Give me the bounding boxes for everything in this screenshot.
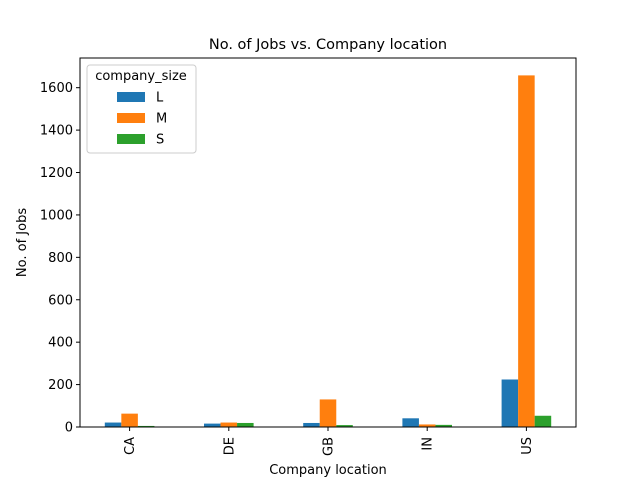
x-tick-label: US bbox=[520, 437, 535, 455]
plot-frame bbox=[79, 57, 577, 428]
y-axis: 0 200 400 600 800 1000 1200 1400 1600 bbox=[40, 81, 80, 436]
bar-de-s bbox=[237, 422, 254, 427]
x-axis-label: Company location bbox=[269, 463, 387, 478]
bar-de-m bbox=[220, 422, 238, 427]
bar-gb-m bbox=[319, 399, 337, 427]
bar-ca-m bbox=[121, 413, 138, 427]
bar-in-m bbox=[418, 424, 436, 427]
bars-group bbox=[104, 75, 552, 428]
y-tick-label: 0 bbox=[65, 421, 73, 436]
bar-de-l bbox=[204, 423, 221, 427]
legend-title: company_size bbox=[95, 69, 187, 84]
bar-us-m bbox=[518, 75, 535, 428]
x-tick-label: CA bbox=[123, 437, 138, 455]
y-tick-label: 1600 bbox=[40, 81, 73, 96]
bar-us-s bbox=[534, 415, 552, 427]
bar-us-l bbox=[501, 379, 519, 427]
legend-label-s: S bbox=[156, 133, 164, 148]
legend-label-m: M bbox=[156, 112, 167, 127]
legend-swatch-l bbox=[117, 92, 145, 102]
chart-title: No. of Jobs vs. Company location bbox=[209, 37, 447, 53]
legend-box bbox=[86, 64, 197, 154]
x-tick-label: GB bbox=[322, 437, 337, 456]
y-tick-label: 400 bbox=[48, 336, 73, 351]
bar-ca-s bbox=[137, 425, 155, 427]
y-tick-label: 1200 bbox=[40, 166, 73, 181]
y-axis-label: No. of Jobs bbox=[15, 208, 30, 277]
y-tick-label: 600 bbox=[48, 293, 73, 308]
x-tick-label: DE bbox=[222, 437, 237, 455]
legend-swatch-s bbox=[117, 134, 145, 144]
legend-items: LMS bbox=[117, 91, 167, 148]
x-axis: CA DE GB IN US bbox=[123, 427, 535, 456]
x-tick-label: IN bbox=[421, 437, 436, 451]
bar-in-l bbox=[402, 418, 419, 427]
y-tick-label: 1400 bbox=[40, 124, 73, 139]
y-tick-label: 1000 bbox=[40, 208, 73, 223]
bar-ca-l bbox=[104, 422, 122, 427]
bar-in-s bbox=[435, 424, 452, 427]
y-tick-label: 200 bbox=[48, 378, 73, 393]
bar-gb-l bbox=[303, 422, 320, 427]
bar-gb-s bbox=[336, 425, 353, 427]
y-tick-label: 800 bbox=[48, 251, 73, 266]
legend-label-l: L bbox=[156, 91, 164, 106]
legend-swatch-m bbox=[117, 113, 145, 123]
legend: company_size LMS bbox=[86, 64, 197, 154]
